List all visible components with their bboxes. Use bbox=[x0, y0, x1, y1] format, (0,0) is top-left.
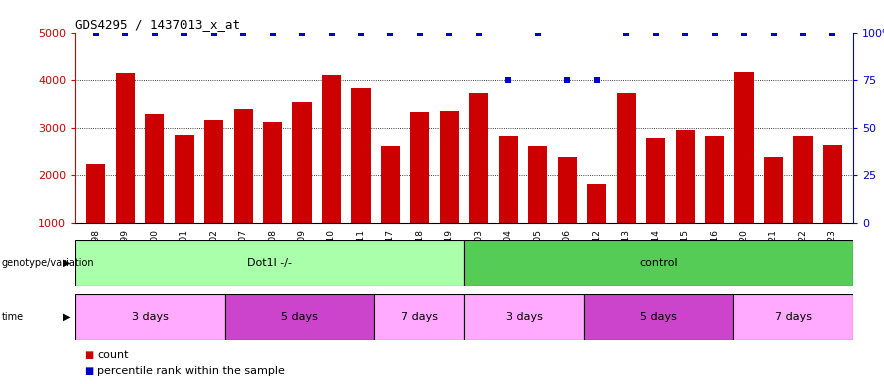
Text: ■: ■ bbox=[84, 350, 93, 360]
Bar bbox=[705, 136, 724, 270]
Text: ▶: ▶ bbox=[64, 258, 71, 268]
Text: 3 days: 3 days bbox=[132, 312, 168, 322]
Bar bbox=[225, 294, 374, 340]
Bar bbox=[293, 103, 312, 270]
Bar bbox=[174, 135, 194, 270]
Bar bbox=[558, 157, 576, 270]
Bar bbox=[794, 136, 812, 270]
Bar bbox=[583, 294, 734, 340]
Bar bbox=[116, 73, 135, 270]
Bar bbox=[352, 88, 370, 270]
Bar bbox=[233, 109, 253, 270]
Bar bbox=[440, 111, 459, 270]
Bar bbox=[675, 130, 695, 270]
Text: 5 days: 5 days bbox=[640, 312, 677, 322]
Bar bbox=[464, 294, 583, 340]
Bar bbox=[734, 294, 853, 340]
Bar bbox=[374, 294, 464, 340]
Bar bbox=[587, 184, 606, 270]
Bar bbox=[646, 137, 665, 270]
Text: 5 days: 5 days bbox=[281, 312, 318, 322]
Bar bbox=[499, 136, 518, 270]
Text: control: control bbox=[639, 258, 678, 268]
Bar bbox=[410, 111, 430, 270]
Bar bbox=[464, 240, 853, 286]
Bar bbox=[529, 146, 547, 270]
Bar bbox=[735, 71, 753, 270]
Text: ■: ■ bbox=[84, 366, 93, 376]
Bar bbox=[87, 164, 105, 270]
Text: 7 days: 7 days bbox=[774, 312, 812, 322]
Bar bbox=[617, 93, 636, 270]
Bar bbox=[204, 119, 224, 270]
Text: 3 days: 3 days bbox=[506, 312, 543, 322]
Bar bbox=[263, 121, 282, 270]
Bar bbox=[75, 294, 225, 340]
Text: percentile rank within the sample: percentile rank within the sample bbox=[97, 366, 286, 376]
Text: ▶: ▶ bbox=[64, 312, 71, 322]
Bar bbox=[764, 157, 783, 270]
Bar bbox=[823, 145, 842, 270]
Text: Dot1l -/-: Dot1l -/- bbox=[248, 258, 292, 268]
Text: GDS4295 / 1437013_x_at: GDS4295 / 1437013_x_at bbox=[75, 18, 240, 31]
Text: genotype/variation: genotype/variation bbox=[2, 258, 95, 268]
Bar bbox=[322, 75, 341, 270]
Bar bbox=[469, 93, 489, 270]
Bar bbox=[75, 240, 464, 286]
Bar bbox=[381, 146, 400, 270]
Bar bbox=[145, 114, 164, 270]
Text: time: time bbox=[2, 312, 24, 322]
Text: 7 days: 7 days bbox=[400, 312, 438, 322]
Text: count: count bbox=[97, 350, 129, 360]
